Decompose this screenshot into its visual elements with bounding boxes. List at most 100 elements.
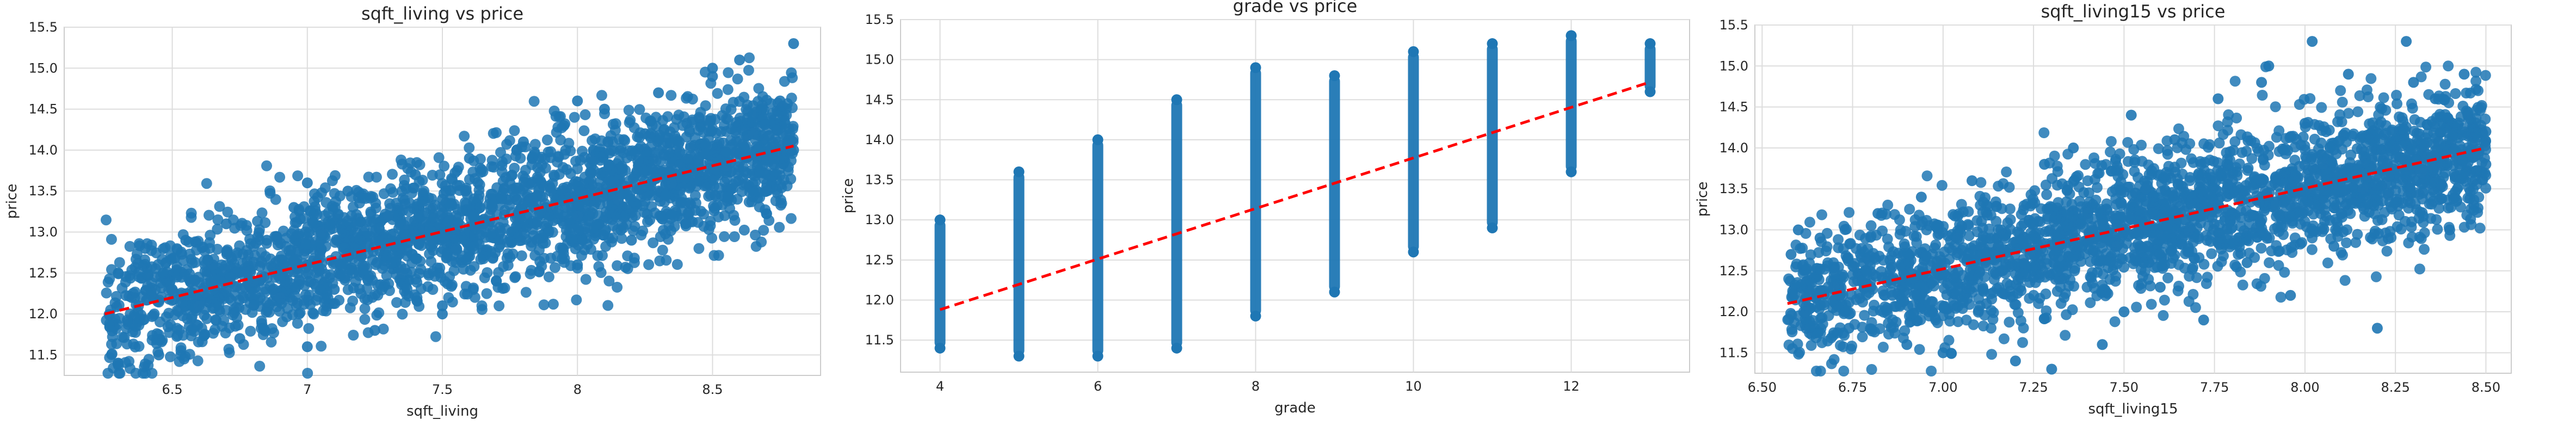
x-tick-label: 6: [1094, 379, 1102, 394]
data-point: [581, 233, 591, 244]
data-point: [2335, 85, 2346, 96]
x-tick-label: 10: [1405, 379, 1422, 394]
data-point: [461, 183, 472, 194]
data-point: [2419, 227, 2430, 238]
data-point: [586, 153, 596, 164]
data-point: [410, 169, 421, 180]
data-point: [549, 170, 559, 181]
data-point: [2234, 158, 2245, 169]
data-point: [762, 169, 773, 180]
chart-title: sqft_living vs price: [361, 3, 523, 24]
data-point: [294, 229, 305, 239]
data-point: [2084, 187, 2094, 198]
data-point: [545, 186, 556, 196]
data-point: [558, 248, 569, 259]
data-point: [774, 222, 785, 233]
data-point: [620, 165, 631, 176]
data-point: [750, 230, 761, 240]
data-point: [334, 295, 344, 306]
data-point: [399, 175, 410, 186]
data-point: [602, 136, 613, 147]
data-point: [722, 173, 732, 184]
data-point: [737, 186, 748, 197]
y-tick-label: 13.0: [865, 212, 894, 227]
data-point: [186, 254, 197, 265]
data-point: [2229, 260, 2240, 270]
data-point: [2201, 230, 2211, 241]
data-point: [143, 269, 154, 280]
data-point: [599, 147, 609, 158]
data-point: [268, 328, 279, 338]
y-tick-label: 13.0: [29, 224, 58, 239]
data-point: [626, 194, 637, 205]
data-point: [291, 217, 302, 228]
data-point: [729, 231, 740, 242]
data-point: [1250, 311, 1261, 322]
data-point: [542, 134, 553, 145]
data-point: [302, 368, 313, 379]
data-point: [261, 297, 272, 308]
data-point: [2406, 217, 2417, 227]
data-point: [2316, 102, 2327, 113]
data-point: [2082, 175, 2093, 186]
data-point: [261, 161, 272, 171]
data-point: [2052, 161, 2063, 171]
data-point: [591, 221, 602, 232]
data-point: [381, 270, 392, 281]
data-point: [359, 314, 370, 325]
data-point: [510, 151, 521, 162]
data-point: [550, 262, 560, 273]
data-point: [2470, 67, 2481, 78]
data-point: [2049, 151, 2060, 162]
y-tick-label: 14.0: [865, 132, 894, 147]
data-point: [620, 262, 631, 273]
data-point: [726, 104, 737, 115]
data-point: [504, 200, 515, 211]
data-point: [651, 156, 662, 166]
y-tick-label: 12.5: [29, 266, 58, 281]
data-point: [477, 304, 488, 315]
data-point: [657, 115, 668, 126]
data-point: [2475, 223, 2486, 233]
data-point: [133, 258, 144, 269]
data-point: [192, 320, 203, 331]
data-point: [2062, 185, 2073, 196]
data-point: [302, 341, 313, 352]
data-point: [1785, 308, 1796, 319]
data-point: [300, 239, 311, 250]
data-point: [2284, 132, 2295, 143]
data-point: [309, 308, 319, 319]
data-point: [2352, 106, 2363, 117]
data-point: [2396, 152, 2407, 163]
data-point: [1930, 239, 1941, 250]
data-point: [2414, 263, 2425, 274]
data-point: [248, 241, 259, 252]
data-point: [1014, 351, 1025, 362]
data-point: [2230, 76, 2241, 87]
data-point: [101, 288, 112, 299]
data-point: [180, 235, 191, 246]
data-point: [528, 194, 539, 205]
y-tick-label: 15.5: [865, 12, 894, 27]
data-point: [414, 238, 424, 249]
data-point: [218, 315, 229, 326]
data-point: [539, 253, 550, 264]
data-point: [607, 233, 618, 244]
data-point: [657, 214, 668, 225]
data-point: [698, 221, 709, 232]
data-point: [482, 267, 492, 278]
grade-column: [1645, 44, 1656, 91]
data-point: [572, 260, 583, 270]
x-axis-label: grade: [1274, 400, 1316, 416]
data-point: [354, 283, 365, 294]
data-point: [693, 243, 704, 254]
data-point: [510, 271, 521, 282]
data-point: [1838, 366, 1849, 377]
data-point: [270, 194, 281, 205]
data-point: [2124, 182, 2135, 193]
data-point: [2238, 280, 2248, 291]
data-point: [1926, 366, 1937, 377]
data-point: [2080, 159, 2091, 170]
data-point: [674, 137, 685, 147]
data-point: [446, 185, 457, 196]
